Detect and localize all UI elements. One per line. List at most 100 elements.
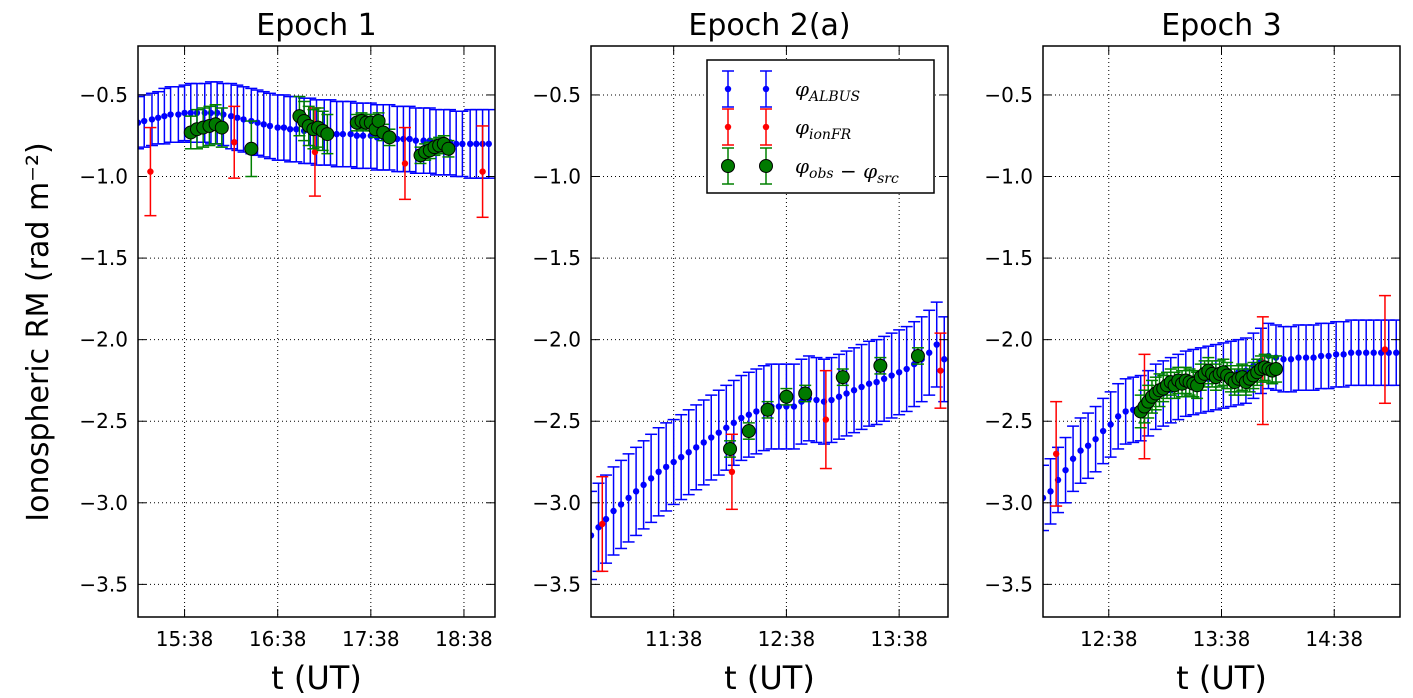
data-layer [138,81,495,219]
albus-point [234,114,241,121]
panel-title: Epoch 3 [1161,8,1281,43]
legend-box [706,59,935,194]
albus-point [293,126,300,133]
albus-point [1047,488,1054,495]
albus-point [1107,421,1114,428]
albus-point [926,349,933,356]
albus-point [1077,447,1084,454]
obs-point [760,402,775,417]
obs-point [835,370,850,385]
albus-point [873,378,880,386]
albus-point [1043,494,1047,502]
x-tick-label: 14:38 [1305,627,1363,651]
albus-point [347,130,354,138]
y-tick-label: −3.5 [984,572,1033,596]
legend-marker [721,159,735,173]
obs-point [741,424,756,439]
legend-marker [724,123,732,131]
legend-marker [762,85,770,93]
albus-point [828,396,835,404]
legend-marker [759,159,773,173]
albus-point [280,124,288,131]
albus-point [700,439,707,446]
albus-point [1062,466,1069,474]
albus-point [933,341,940,348]
series-obs [183,95,456,178]
ionfr-point [728,468,736,476]
y-tick-label: −1.5 [984,246,1033,270]
ionfr-point [231,139,238,146]
albus-point [617,501,625,508]
ionfr-point [599,520,606,528]
y-tick-label: −3.0 [532,491,581,515]
ionfr-point [1052,450,1060,458]
albus-point [1317,352,1325,360]
y-tick-label: −2.0 [532,328,581,352]
albus-point [625,494,632,502]
y-tick-label: −2.0 [984,328,1033,352]
series-obs [723,347,925,458]
y-tick-label: −1.0 [984,165,1033,189]
y-tick-label: −1.5 [532,246,581,270]
albus-point [1287,356,1295,363]
y-tick-label: −2.5 [79,409,128,433]
albus-point [167,111,174,118]
x-axis-label: t (UT) [724,659,815,697]
albus-point [655,468,662,476]
albus-point [835,393,843,400]
legend-label: φobs − φsrc [795,154,899,187]
albus-point [459,140,466,148]
albus-point [1302,354,1310,361]
albus-point [187,109,194,117]
obs-point [441,141,456,156]
albus-point [1280,356,1287,363]
legend-label: φionFR [795,115,852,143]
x-tick-label: 15:38 [156,627,214,651]
y-tick-label: −2.5 [532,409,581,433]
albus-point [850,387,858,394]
series-obs [1133,353,1283,429]
albus-point [1122,408,1129,415]
albus-point [1295,354,1302,361]
albus-point [1099,427,1107,435]
y-tick-label: −3.5 [532,572,581,596]
x-axis-label: t (UT) [1176,659,1267,697]
y-tick-label: −0.5 [79,83,128,107]
albus-point [359,132,367,139]
x-tick-label: 12:38 [758,627,816,651]
albus-point [685,449,692,456]
albus-point [1340,351,1347,358]
obs-point [798,386,813,401]
obs-point [382,130,397,145]
panel-title: Epoch 2(a) [688,8,850,43]
legend: φALBUS φionFR φobs − φsrc [706,59,935,194]
albus-point [406,135,413,143]
albus-point [227,112,235,120]
legend-marker [724,85,732,93]
albus-point [888,372,895,379]
axes-frame [590,45,949,618]
albus-point [466,140,474,148]
panel-title: Epoch 1 [256,8,376,43]
albus-point [1332,351,1340,358]
albus-point [141,117,148,125]
albus-point [353,132,361,139]
series-albus [1043,319,1400,532]
y-tick-label: −3.0 [984,491,1033,515]
albus-point [895,369,903,376]
albus-point [1310,354,1317,361]
legend-entry: φALBUS [722,70,860,108]
albus-point [339,130,347,138]
albus-point [738,414,745,422]
legend-entry: φobs − φsrc [721,147,899,187]
legend-entry: φionFR [722,108,852,146]
albus-point [813,396,820,404]
figure-ylabel: Ionospheric RM (rad m⁻²) [21,142,56,521]
y-tick-label: −3.5 [79,572,128,596]
albus-point [161,112,168,120]
series-albus [591,301,948,581]
albus-point [1069,455,1077,462]
legend-marker [762,123,770,131]
y-tick-label: −1.5 [79,246,128,270]
ionfr-point [401,160,409,167]
